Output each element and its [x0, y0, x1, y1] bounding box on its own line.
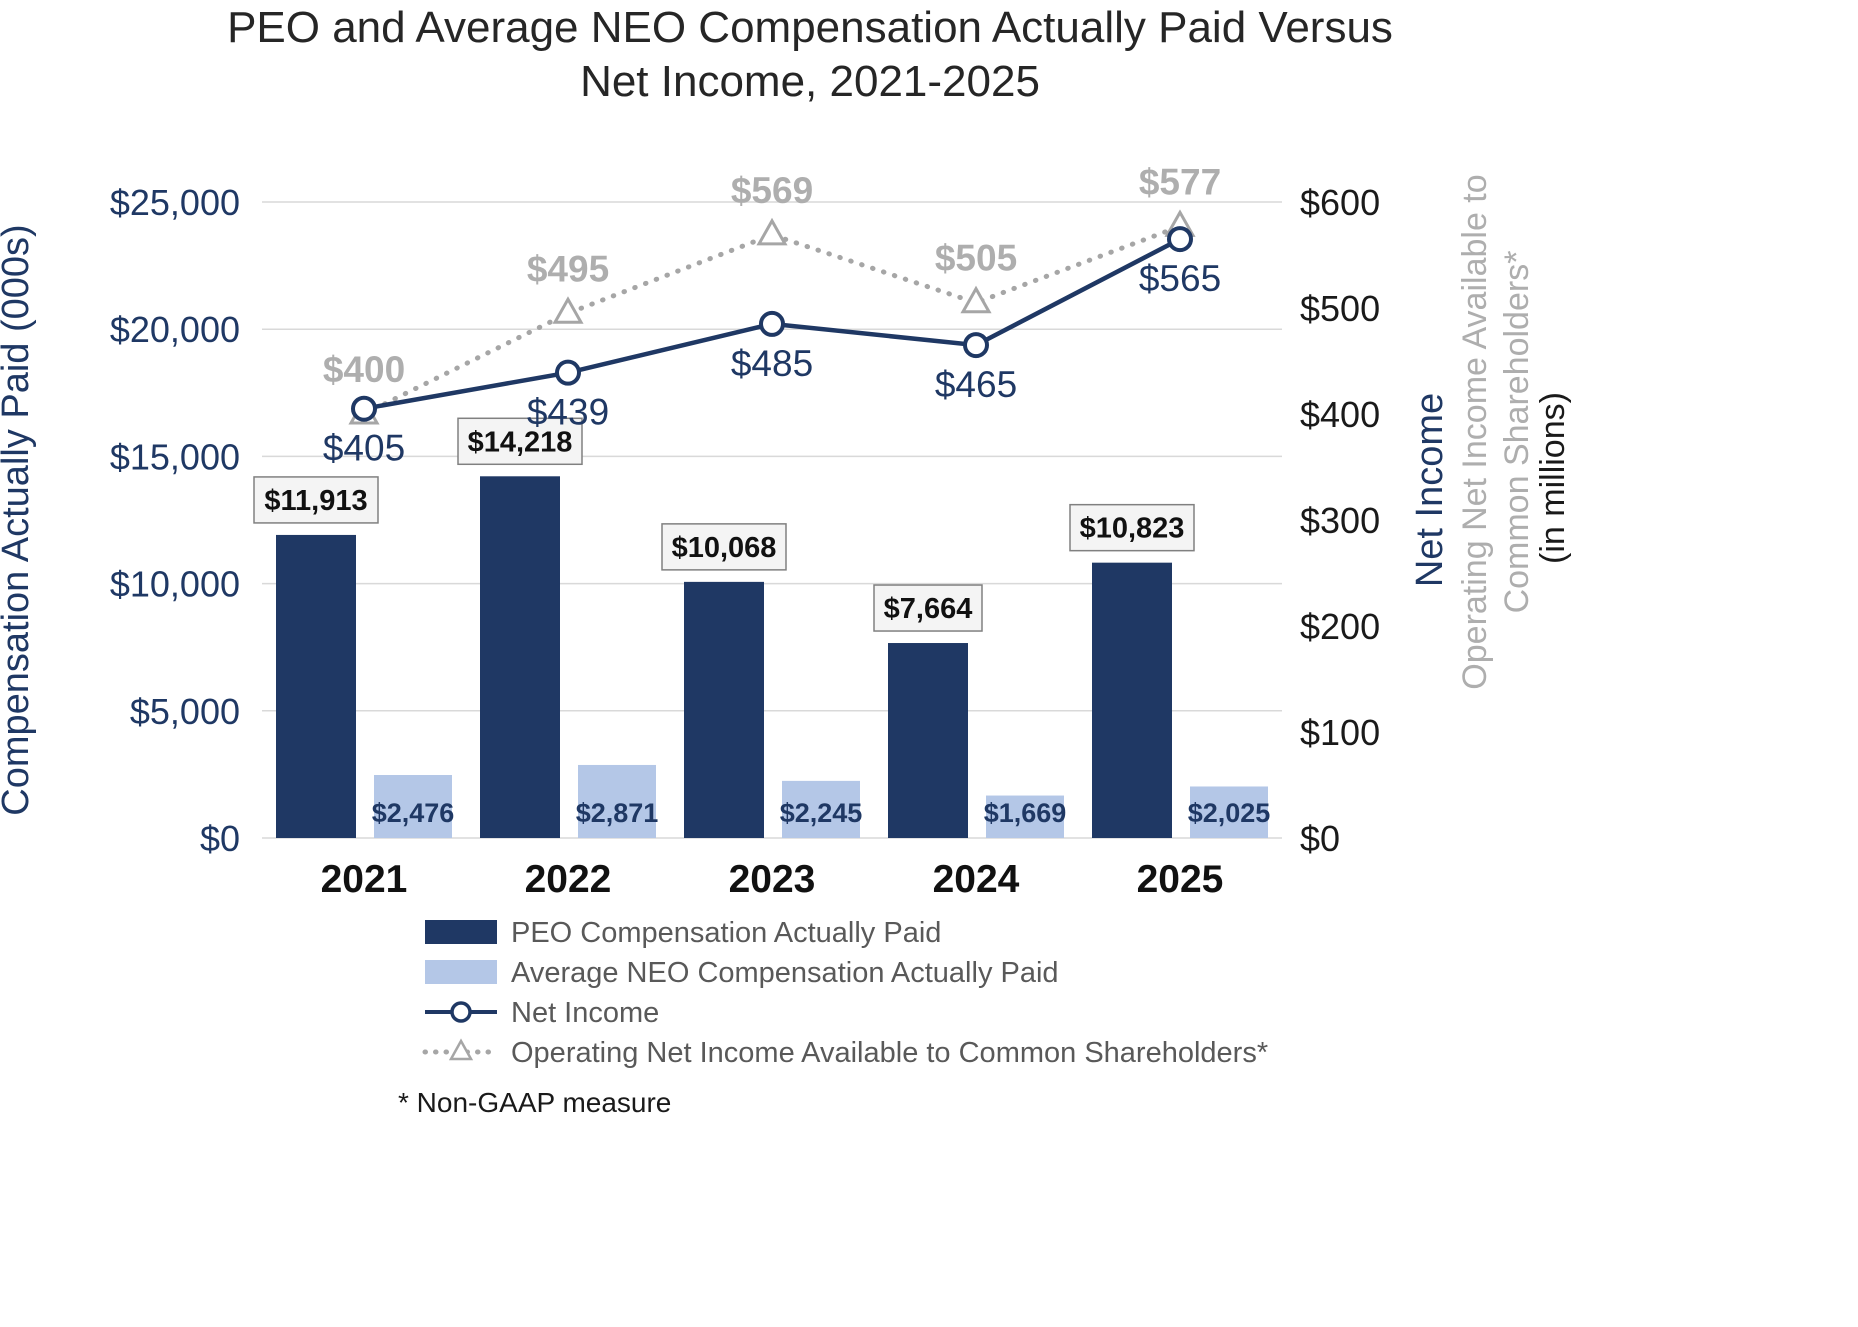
legend-item-label: Net Income [511, 997, 659, 1029]
left-axis-tick-label: $0 [200, 818, 240, 859]
operating-marker-triangle [552, 296, 584, 324]
neo-bar [578, 764, 656, 838]
legend-item-label: PEO Compensation Actually Paid [511, 917, 941, 949]
neo-bar [782, 780, 860, 838]
peo-bar-label: $10,068 [672, 532, 777, 564]
neo-bar [986, 795, 1064, 838]
operating-point-label: $505 [935, 238, 1017, 279]
operating-marker-triangle [756, 217, 788, 246]
legend-item: Average NEO Compensation Actually Paid [425, 957, 1059, 989]
net-income-point-label: $439 [527, 392, 609, 433]
right-axis-title-net-income: Net Income [1409, 393, 1451, 587]
peo-bar-label: $14,218 [468, 426, 573, 458]
net-income-marker-circle [555, 359, 581, 386]
legend-item: Operating Net Income Available to Common… [422, 1037, 1268, 1069]
peo-bar-label-box [253, 476, 379, 524]
year-label: 2021 [321, 858, 408, 901]
legend-marker-triangle [448, 1038, 474, 1061]
legend-swatch-bar [425, 960, 497, 984]
year-label: 2023 [729, 858, 816, 901]
left-axis-tick-label: $20,000 [110, 309, 240, 350]
neo-bar-label: $2,245 [780, 798, 863, 828]
right-axis-tick-label: $400 [1300, 394, 1380, 435]
neo-bar [1190, 786, 1268, 838]
peo-bar-label: $7,664 [884, 593, 973, 625]
neo-bar-label: $2,871 [576, 798, 659, 828]
left-axis-tick-label: $25,000 [110, 182, 240, 223]
net-income-marker-circle [1167, 226, 1193, 253]
peo-bar [480, 476, 560, 838]
chart-title-line1: PEO and Average NEO Compensation Actuall… [227, 3, 1393, 52]
footnote: * Non-GAAP measure [398, 1087, 671, 1118]
legend-item: PEO Compensation Actually Paid [425, 917, 941, 949]
neo-bar-label: $2,025 [1188, 798, 1271, 828]
right-axis-title-operating-line1: Operating Net Income Available to [1456, 174, 1494, 689]
peo-bar-label-box [873, 584, 983, 632]
peo-bar [1092, 562, 1172, 838]
operating-point-label: $495 [527, 248, 609, 289]
peo-bar-label: $10,823 [1080, 513, 1185, 545]
left-axis-tick-label: $15,000 [110, 436, 240, 477]
left-axis-title: Compensation Actually Paid (000s) [0, 224, 37, 815]
legend-item-label: Average NEO Compensation Actually Paid [511, 957, 1059, 989]
net-income-marker-circle [759, 310, 785, 337]
operating-point-label: $577 [1139, 161, 1221, 202]
right-axis-title-units: (in millions) [1534, 392, 1572, 564]
year-label: 2024 [933, 858, 1020, 901]
legend-swatch-bar [425, 920, 497, 944]
net-income-marker-circle [963, 332, 989, 359]
chart-title-line2: Net Income, 2021-2025 [580, 57, 1040, 106]
right-axis-tick-label: $600 [1300, 182, 1380, 223]
year-label: 2025 [1137, 858, 1224, 901]
right-axis-tick-label: $200 [1300, 606, 1380, 647]
peo-bar-label-box [457, 417, 583, 466]
legend-item-label: Operating Net Income Available to Common… [511, 1037, 1268, 1069]
legend-item: Net Income [425, 997, 659, 1029]
right-axis-tick-label: $300 [1300, 500, 1380, 541]
neo-bar-label: $2,476 [372, 798, 455, 828]
peo-bar-label: $11,913 [264, 485, 367, 517]
net-income-marker-circle [351, 395, 377, 422]
peo-bar-label-box [1069, 503, 1195, 552]
peo-bar [684, 581, 764, 838]
right-axis-tick-label: $500 [1300, 288, 1380, 329]
legend-marker-circle [450, 1001, 472, 1023]
operating-marker-triangle [960, 285, 992, 314]
right-axis-title-operating-line2: Common Shareholders* [1498, 251, 1536, 614]
operating-point-label: $400 [323, 349, 405, 390]
net-income-point-label: $405 [323, 428, 405, 469]
peo-bar [276, 534, 356, 838]
plot-area: $0 $5,000 $10,000 $15,000 $20,000 $25,000 $0 $1… [110, 161, 1380, 901]
net-income-point-label: $485 [731, 343, 813, 384]
neo-bar-label: $1,669 [984, 798, 1067, 828]
left-axis-tick-label: $5,000 [130, 691, 240, 732]
neo-bar [374, 775, 452, 838]
operating-point-label: $569 [731, 170, 813, 211]
net-income-point-label: $565 [1139, 258, 1221, 299]
legend: PEO Compensation Actually Paid Average NE… [422, 917, 1268, 1069]
net-income-point-label: $465 [935, 364, 1017, 405]
right-axis-tick-label: $100 [1300, 712, 1380, 753]
left-axis-tick-label: $10,000 [110, 564, 240, 605]
right-axis-tick-label: $0 [1300, 818, 1340, 859]
peo-bar [888, 643, 968, 838]
year-label: 2022 [525, 858, 612, 901]
peo-bar-label-box [661, 523, 787, 571]
